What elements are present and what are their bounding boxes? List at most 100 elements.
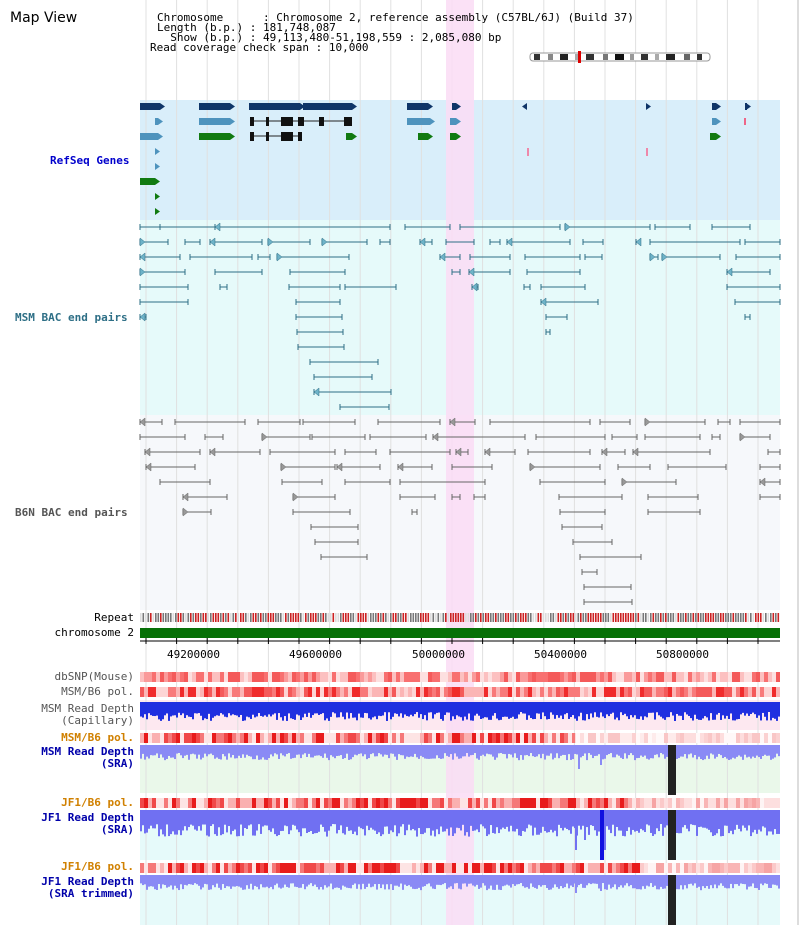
polymorphism-cell [508,672,512,682]
polymorphism-cell [288,863,292,873]
polymorphism-cell [332,733,336,743]
read-depth-bar [580,875,582,884]
read-depth-bar [472,810,474,831]
polymorphism-cell [744,687,748,697]
read-depth-bar [224,745,226,757]
read-depth-bar [182,875,184,890]
read-depth-bar [358,875,360,885]
read-depth-bar [712,702,714,720]
read-depth-bar [496,745,498,758]
polymorphism-cell [480,672,484,682]
polymorphism-cell [248,687,252,697]
read-depth-bar [350,702,352,714]
polymorphism-cell [392,733,396,743]
read-depth-bar [518,745,520,761]
polymorphism-cell [548,863,552,873]
read-depth-bar [352,810,354,834]
polymorphism-cell [428,863,432,873]
polymorphism-cell [324,798,328,808]
read-depth-bar [318,875,320,890]
read-depth-bar [238,745,240,756]
read-depth-bar [258,875,260,890]
read-depth-bar [530,875,532,884]
read-depth-bar [652,810,654,836]
repeat-element [170,613,172,622]
repeat-element [205,613,207,622]
gene-strand-arrow [646,103,651,110]
polymorphism-cell [216,733,220,743]
read-depth-bar [154,702,156,717]
read-depth-bar [348,810,350,831]
repeat-element [192,613,195,622]
polymorphism-cell [480,733,484,743]
read-depth-bar [546,702,548,720]
read-depth-bar [220,875,222,890]
read-depth-bar [714,875,716,885]
gene-exon [250,132,254,141]
ideogram-band [603,54,608,60]
read-depth-bar [342,745,344,759]
read-depth-bar [662,745,664,755]
polymorphism-cell [448,798,452,808]
polymorphism-cell [140,687,144,697]
repeat-element [467,613,470,622]
bac-end-marker [419,237,426,247]
track-label-repeat: Repeat [94,611,134,624]
read-depth-bar [202,702,204,721]
read-depth-bar [300,745,302,759]
repeat-element [742,613,745,622]
polymorphism-cell [440,798,444,808]
read-depth-bar [672,702,674,716]
read-depth-bar [440,745,442,759]
repeat-element [157,613,160,622]
axis-tick: 50800000 [656,648,709,661]
repeat-element [625,613,627,622]
read-depth-bar [300,875,302,888]
read-depth-bar [496,702,498,719]
polymorphism-cell [592,798,596,808]
read-depth-bar [574,702,576,719]
gene-exon [298,117,304,126]
polymorphism-cell [236,687,240,697]
read-depth-bar [314,875,316,885]
track-label-b6n-bac[interactable]: B6N BAC end pairs [15,506,128,519]
read-depth-bar [156,810,158,825]
read-depth-bar [374,702,376,717]
read-depth-bar [218,702,220,716]
polymorphism-cell [704,672,708,682]
repeat-element [725,613,727,622]
read-depth-bar [434,745,436,759]
read-depth-bar [176,875,178,889]
repeat-element [775,613,777,622]
read-depth-bar [758,702,760,716]
read-depth-bar [450,875,452,887]
read-depth-bar [738,810,740,829]
info-value: : Chromosome 2, reference assembly (C57B… [262,11,634,24]
read-depth-bar [518,810,520,836]
repeat-element [397,613,400,622]
polymorphism-cell [340,798,344,808]
ideogram-band [684,54,690,60]
polymorphism-cell [180,672,184,682]
read-depth-bar [366,702,368,714]
read-depth-bar [452,745,454,760]
polymorphism-cell [176,687,180,697]
read-depth-bar [560,810,562,828]
read-depth-bar [468,702,470,714]
read-depth-bar [610,702,612,714]
polymorphism-cell [628,798,632,808]
read-depth-bar [244,875,246,890]
read-depth-bar [732,875,734,889]
track-label-msm-bac[interactable]: MSM BAC end pairs [15,311,128,324]
read-depth-bar [744,875,746,885]
read-depth-bar [194,875,196,884]
read-depth-bar [214,745,216,759]
read-depth-bar [646,702,648,718]
repeat-element [492,613,495,622]
track-label-refseq[interactable]: RefSeq Genes [50,154,130,167]
read-depth-spike [300,702,302,720]
read-depth-bar [502,810,504,828]
read-depth-bar [482,745,484,755]
polymorphism-cell [272,863,276,873]
read-depth-bar [720,875,722,884]
